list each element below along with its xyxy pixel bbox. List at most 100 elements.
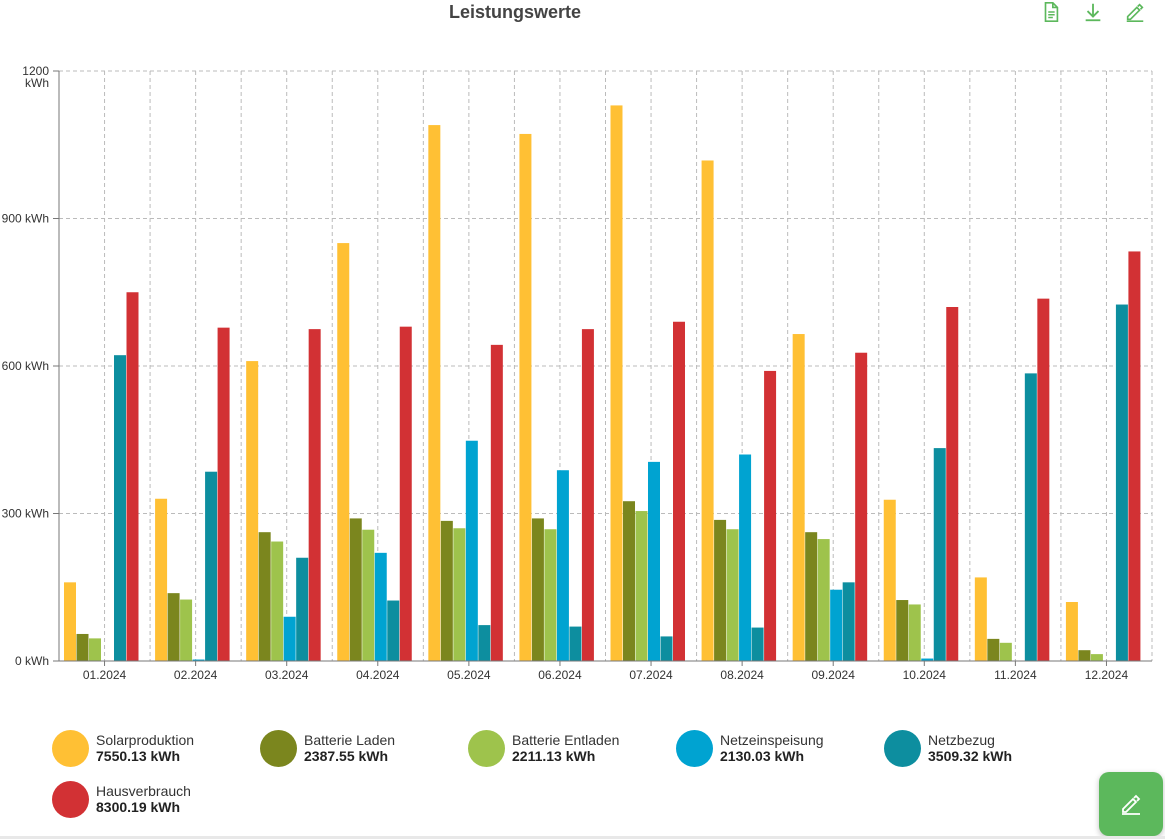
bar-batterie-entladen xyxy=(999,642,1012,661)
x-tick-label: 12.2024 xyxy=(1085,668,1129,682)
legend-label: Batterie Laden xyxy=(304,732,396,748)
legend-value: 7550.13 kWh xyxy=(96,748,181,764)
y-tick-label: 1200 kWh xyxy=(22,64,49,90)
bar-batterie-entladen xyxy=(544,529,557,661)
bar-hausverbrauch xyxy=(946,307,959,661)
legend-text: Batterie Laden 2387.55 kWh xyxy=(304,732,395,764)
bar-netzeinspeisung xyxy=(556,470,569,661)
legend-text: Hausverbrauch 8300.19 kWh xyxy=(96,783,191,815)
bar-solarproduktion xyxy=(519,133,532,661)
x-tick-label: 02.2024 xyxy=(174,668,218,682)
legend-item[interactable]: Solarproduktion 7550.13 kWh xyxy=(52,728,194,768)
legend-value: 2211.13 kWh xyxy=(512,748,596,764)
y-tick-label: 0 kWh xyxy=(15,654,49,668)
legend-swatch xyxy=(52,780,89,818)
bar-batterie-entladen xyxy=(271,541,284,661)
legend-swatch xyxy=(676,729,713,767)
bar-batterie-laden xyxy=(76,633,89,661)
bar-solarproduktion xyxy=(155,498,168,661)
bar-solarproduktion xyxy=(428,125,441,662)
edit-icon[interactable] xyxy=(1123,0,1147,24)
bar-netzbezug xyxy=(842,582,855,661)
bar-netzeinspeisung xyxy=(921,658,934,661)
bar-batterie-laden xyxy=(896,600,909,661)
legend-item[interactable]: Hausverbrauch 8300.19 kWh xyxy=(52,779,191,819)
legend-item[interactable]: Batterie Laden 2387.55 kWh xyxy=(260,728,395,768)
download-icon[interactable] xyxy=(1081,0,1105,24)
legend-label: Solarproduktion xyxy=(96,732,195,748)
bar-solarproduktion xyxy=(974,577,987,661)
bar-netzeinspeisung xyxy=(830,589,843,661)
bar-batterie-entladen xyxy=(89,638,101,661)
bar-solarproduktion xyxy=(883,499,896,661)
bar-batterie-entladen xyxy=(726,529,739,661)
bar-hausverbrauch xyxy=(1128,251,1141,662)
edit-fab-button[interactable] xyxy=(1099,772,1163,836)
x-tick-label: 01.2024 xyxy=(83,668,127,682)
bar-netzbezug xyxy=(1024,373,1037,661)
legend-text: Netzbezug 3509.32 kWh xyxy=(928,732,1012,764)
bar-netzbezug xyxy=(660,636,673,661)
bar-netzeinspeisung xyxy=(374,552,387,661)
bar-batterie-entladen xyxy=(362,529,375,661)
bar-netzeinspeisung xyxy=(192,659,205,661)
y-tick-label: 900 kWh xyxy=(2,212,49,226)
x-tick-label: 04.2024 xyxy=(356,668,400,682)
bar-netzbezug xyxy=(751,627,764,661)
bar-solarproduktion xyxy=(610,105,623,661)
bar-batterie-laden xyxy=(987,638,1000,661)
x-tick-label: 10.2024 xyxy=(903,668,947,682)
legend-label: Hausverbrauch xyxy=(96,783,191,799)
x-tick-label: 11.2024 xyxy=(994,668,1037,682)
legend-value: 3509.32 kWh xyxy=(928,748,1013,764)
x-tick-label: 03.2024 xyxy=(265,668,309,682)
bar-solarproduktion xyxy=(1065,602,1078,661)
bar-netzbezug xyxy=(1115,304,1128,661)
bar-netzbezug xyxy=(114,355,126,661)
bar-netzbezug xyxy=(205,471,218,661)
bar-batterie-entladen xyxy=(635,511,648,661)
chart-toolbar xyxy=(1039,0,1147,24)
y-tick-label: 300 kWh xyxy=(2,507,49,521)
legend-label: Netzeinspeisung xyxy=(720,732,824,748)
bar-batterie-laden xyxy=(167,593,180,661)
bar-netzbezug xyxy=(569,626,582,661)
bar-solarproduktion xyxy=(792,334,805,661)
bar-netzbezug xyxy=(933,448,946,661)
bar-batterie-laden xyxy=(258,532,271,661)
y-tick-label: 600 kWh xyxy=(2,359,49,373)
bar-netzeinspeisung xyxy=(739,454,752,661)
bar-netzeinspeisung xyxy=(465,440,478,661)
bar-hausverbrauch xyxy=(1037,298,1050,661)
bar-hausverbrauch xyxy=(673,321,685,661)
bar-hausverbrauch xyxy=(308,329,321,661)
bar-solarproduktion xyxy=(701,160,714,661)
bar-hausverbrauch xyxy=(399,326,412,661)
legend-label: Batterie Entladen xyxy=(512,732,620,748)
bar-batterie-entladen xyxy=(1090,654,1103,661)
bar-chart: 0 kWh 300 kWh 600 kWh 900 kWh 1200 kWh 01.2024… xyxy=(2,64,1153,682)
bar-batterie-laden xyxy=(440,520,453,661)
bar-batterie-laden xyxy=(805,532,818,661)
bar-hausverbrauch xyxy=(126,292,139,661)
bar-batterie-laden xyxy=(623,501,635,661)
bar-hausverbrauch xyxy=(490,344,503,661)
bar-solarproduktion xyxy=(64,582,76,661)
bar-solarproduktion xyxy=(246,361,259,661)
legend-swatch xyxy=(52,729,89,767)
legend-item[interactable]: Netzeinspeisung 2130.03 kWh xyxy=(676,728,824,768)
legend-swatch xyxy=(260,729,297,767)
document-icon[interactable] xyxy=(1039,0,1063,24)
bar-batterie-entladen xyxy=(908,604,921,661)
legend-swatch xyxy=(468,729,505,767)
legend-value: 2387.55 kWh xyxy=(304,748,389,764)
legend-text: Netzeinspeisung 2130.03 kWh xyxy=(720,732,824,764)
legend-item[interactable]: Netzbezug 3509.32 kWh xyxy=(884,728,1012,768)
legend-item[interactable]: Batterie Entladen 2211.13 kWh xyxy=(468,728,619,768)
pencil-icon xyxy=(1122,794,1141,815)
bar-batterie-laden xyxy=(714,519,727,661)
bar-batterie-entladen xyxy=(817,539,830,661)
bar-netzbezug xyxy=(387,600,400,661)
legend-label: Netzbezug xyxy=(928,732,995,748)
bar-hausverbrauch xyxy=(764,370,777,661)
